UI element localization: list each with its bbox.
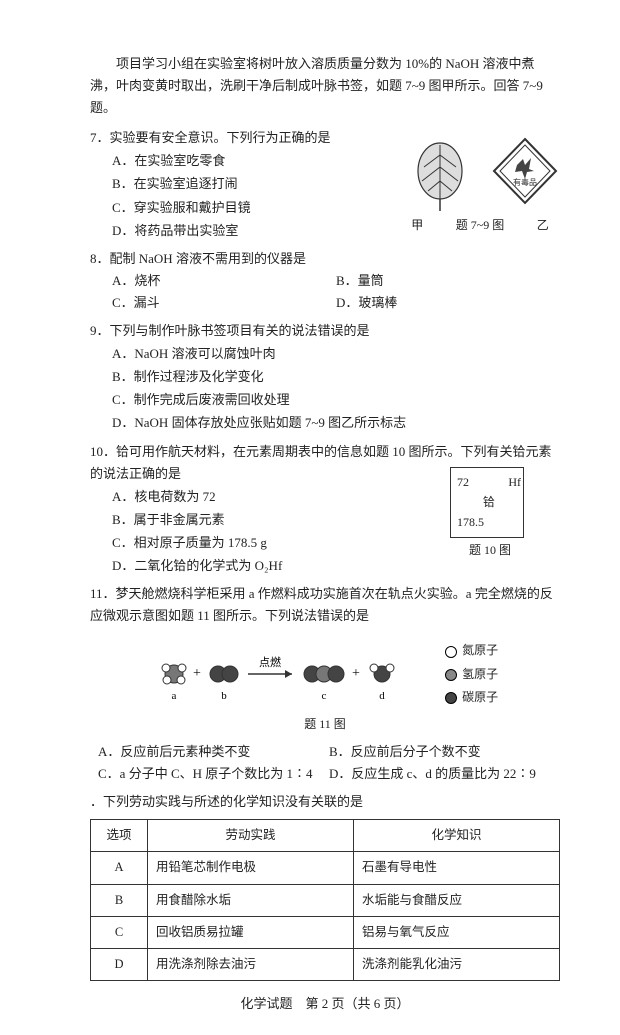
q11-opt-d: D．反应生成 c、d 的质量比为 22∶9 <box>329 763 560 785</box>
fig11-cap: 题 11 图 <box>90 714 560 734</box>
cell-know: 洗涤剂能乳化油污 <box>354 949 560 981</box>
q7-num: 7． <box>90 130 110 145</box>
q12-stem: ．下列劳动实践与所述的化学知识没有关联的是 <box>90 791 560 813</box>
question-12: ．下列劳动实践与所述的化学知识没有关联的是 选项 劳动实践 化学知识 A 用铅笔… <box>90 791 560 981</box>
question-8: 8．配制 NaOH 溶液不需用到的仪器是 A．烧杯 B．量筒 C．漏斗 D．玻璃… <box>90 248 560 314</box>
q11-options: A．反应前后元素种类不变 B．反应前后分子个数不变 C．a 分子中 C、H 原子… <box>90 741 560 785</box>
figure-10: 72 Hf 铪 178.5 题 10 图 <box>450 467 530 561</box>
table-row: C 回收铝质易拉罐 铝易与氧气反应 <box>91 916 560 948</box>
q11-opt-a: A．反应前后元素种类不变 <box>98 741 329 763</box>
table-row: A 用铅笔芯制作电极 石墨有导电性 <box>91 852 560 884</box>
fig-label-right: 乙 <box>537 215 549 235</box>
question-9: 9．下列与制作叶脉书签项目有关的说法错误的是 A．NaOH 溶液可以腐蚀叶肉 B… <box>90 320 560 434</box>
q11-stem: 梦天舱燃烧科学柜采用 a 作燃料成功实施首次在轨点火实验。a 完全燃烧的反应微观… <box>90 586 553 623</box>
elem-mass: 178.5 <box>457 512 521 532</box>
cell-know: 石墨有导电性 <box>354 852 560 884</box>
fig-leaf-labels: 甲 题 7~9 图 乙 <box>395 215 565 235</box>
table-head-row: 选项 劳动实践 化学知识 <box>91 820 560 852</box>
q8-stem: 配制 NaOH 溶液不需用到的仪器是 <box>110 251 306 266</box>
elem-num: 72 <box>457 475 469 489</box>
svg-text:+: + <box>193 666 201 681</box>
q11-num: 11． <box>90 586 116 601</box>
q11-opt-b: B．反应前后分子个数不变 <box>329 741 560 763</box>
legend-c: 碳原子 <box>462 690 498 704</box>
svg-text:a: a <box>171 690 176 702</box>
q11-opt-c: C．a 分子中 C、H 原子个数比为 1∶4 <box>98 763 329 785</box>
q12-table: 选项 劳动实践 化学知识 A 用铅笔芯制作电极 石墨有导电性 B 用食醋除水垢 … <box>90 819 560 981</box>
cell-opt: B <box>91 884 148 916</box>
table-row: B 用食醋除水垢 水垢能与食醋反应 <box>91 884 560 916</box>
fig-label-left: 甲 <box>411 215 423 235</box>
cell-opt: C <box>91 916 148 948</box>
cell-prac: 回收铝质易拉罐 <box>148 916 354 948</box>
element-box: 72 Hf 铪 178.5 <box>450 467 524 538</box>
q9-options: A．NaOH 溶液可以腐蚀叶肉 B．制作过程涉及化学变化 C．制作完成后废液需回… <box>90 343 560 434</box>
q8-options: A．烧杯 B．量筒 C．漏斗 D．玻璃棒 <box>90 270 560 314</box>
legend-h: 氢原子 <box>462 667 498 681</box>
q9-stem: 下列与制作叶脉书签项目有关的说法错误的是 <box>110 323 370 338</box>
dot-o-icon <box>445 646 457 658</box>
reaction-icon: a + b 点燃 c + d <box>152 644 422 704</box>
cell-prac: 用食醋除水垢 <box>148 884 354 916</box>
figure-7-9: 有毒品 甲 题 7~9 图 乙 <box>395 133 565 235</box>
th-opt: 选项 <box>91 820 148 852</box>
q8-opt-a: A．烧杯 <box>112 270 336 292</box>
svg-text:点燃: 点燃 <box>259 655 281 669</box>
q9-opt-b: B．制作过程涉及化学变化 <box>112 366 560 388</box>
page: 项目学习小组在实验室将树叶放入溶质质量分数为 10%的 NaOH 溶液中煮沸，叶… <box>0 0 620 1035</box>
q8-num: 8． <box>90 251 110 266</box>
q9-num: 9． <box>90 323 110 338</box>
atom-legend: 氮原子 氢原子 碳原子 <box>445 637 498 710</box>
svg-text:有毒品: 有毒品 <box>513 177 537 187</box>
fig10-cap: 题 10 图 <box>450 540 530 560</box>
elem-name: 铪 <box>457 492 521 512</box>
th-prac: 劳动实践 <box>148 820 354 852</box>
table-row: D 用洗涤剂除去油污 洗涤剂能乳化油污 <box>91 949 560 981</box>
th-know: 化学知识 <box>354 820 560 852</box>
dot-c-icon <box>445 692 457 704</box>
legend-o: 氮原子 <box>462 643 498 657</box>
q9-opt-a: A．NaOH 溶液可以腐蚀叶肉 <box>112 343 560 365</box>
cell-know: 铝易与氧气反应 <box>354 916 560 948</box>
q8-opt-b: B．量筒 <box>336 270 560 292</box>
svg-text:c: c <box>321 690 326 702</box>
leaf-diamond-icon: 有毒品 <box>400 133 560 213</box>
page-footer: 化学试题 第 2 页（共 6 页） <box>90 993 560 1015</box>
q10-num: 10． <box>90 444 116 459</box>
q9-opt-c: C．制作完成后废液需回收处理 <box>112 389 560 411</box>
cell-prac: 用洗涤剂除去油污 <box>148 949 354 981</box>
question-11: 11．梦天舱燃烧科学柜采用 a 作燃料成功实施首次在轨点火实验。a 完全燃烧的反… <box>90 583 560 785</box>
svg-text:d: d <box>379 690 385 702</box>
cell-opt: A <box>91 852 148 884</box>
cell-opt: D <box>91 949 148 981</box>
q9-opt-d: D．NaOH 固体存放处应张贴如题 7~9 图乙所示标志 <box>112 412 560 434</box>
svg-text:b: b <box>221 690 227 702</box>
svg-text:+: + <box>352 666 360 681</box>
q7-stem: 实验要有安全意识。下列行为正确的是 <box>110 130 331 145</box>
intro-text: 项目学习小组在实验室将树叶放入溶质质量分数为 10%的 NaOH 溶液中煮沸，叶… <box>90 53 560 119</box>
cell-prac: 用铅笔芯制作电极 <box>148 852 354 884</box>
cell-know: 水垢能与食醋反应 <box>354 884 560 916</box>
dot-h-icon <box>445 669 457 681</box>
question-10: 10．铪可用作航天材料，在元素周期表中的信息如题 10 图所示。下列有关铪元素的… <box>90 441 560 578</box>
reaction-figure: a + b 点燃 c + d <box>90 637 560 710</box>
fig-caption: 题 7~9 图 <box>456 215 505 235</box>
question-7: 7．实验要有安全意识。下列行为正确的是 A．在实验室吃零食 B．在实验室追逐打闹… <box>90 127 560 241</box>
q8-opt-c: C．漏斗 <box>112 292 336 314</box>
elem-sym: Hf <box>508 472 521 492</box>
q8-opt-d: D．玻璃棒 <box>336 292 560 314</box>
